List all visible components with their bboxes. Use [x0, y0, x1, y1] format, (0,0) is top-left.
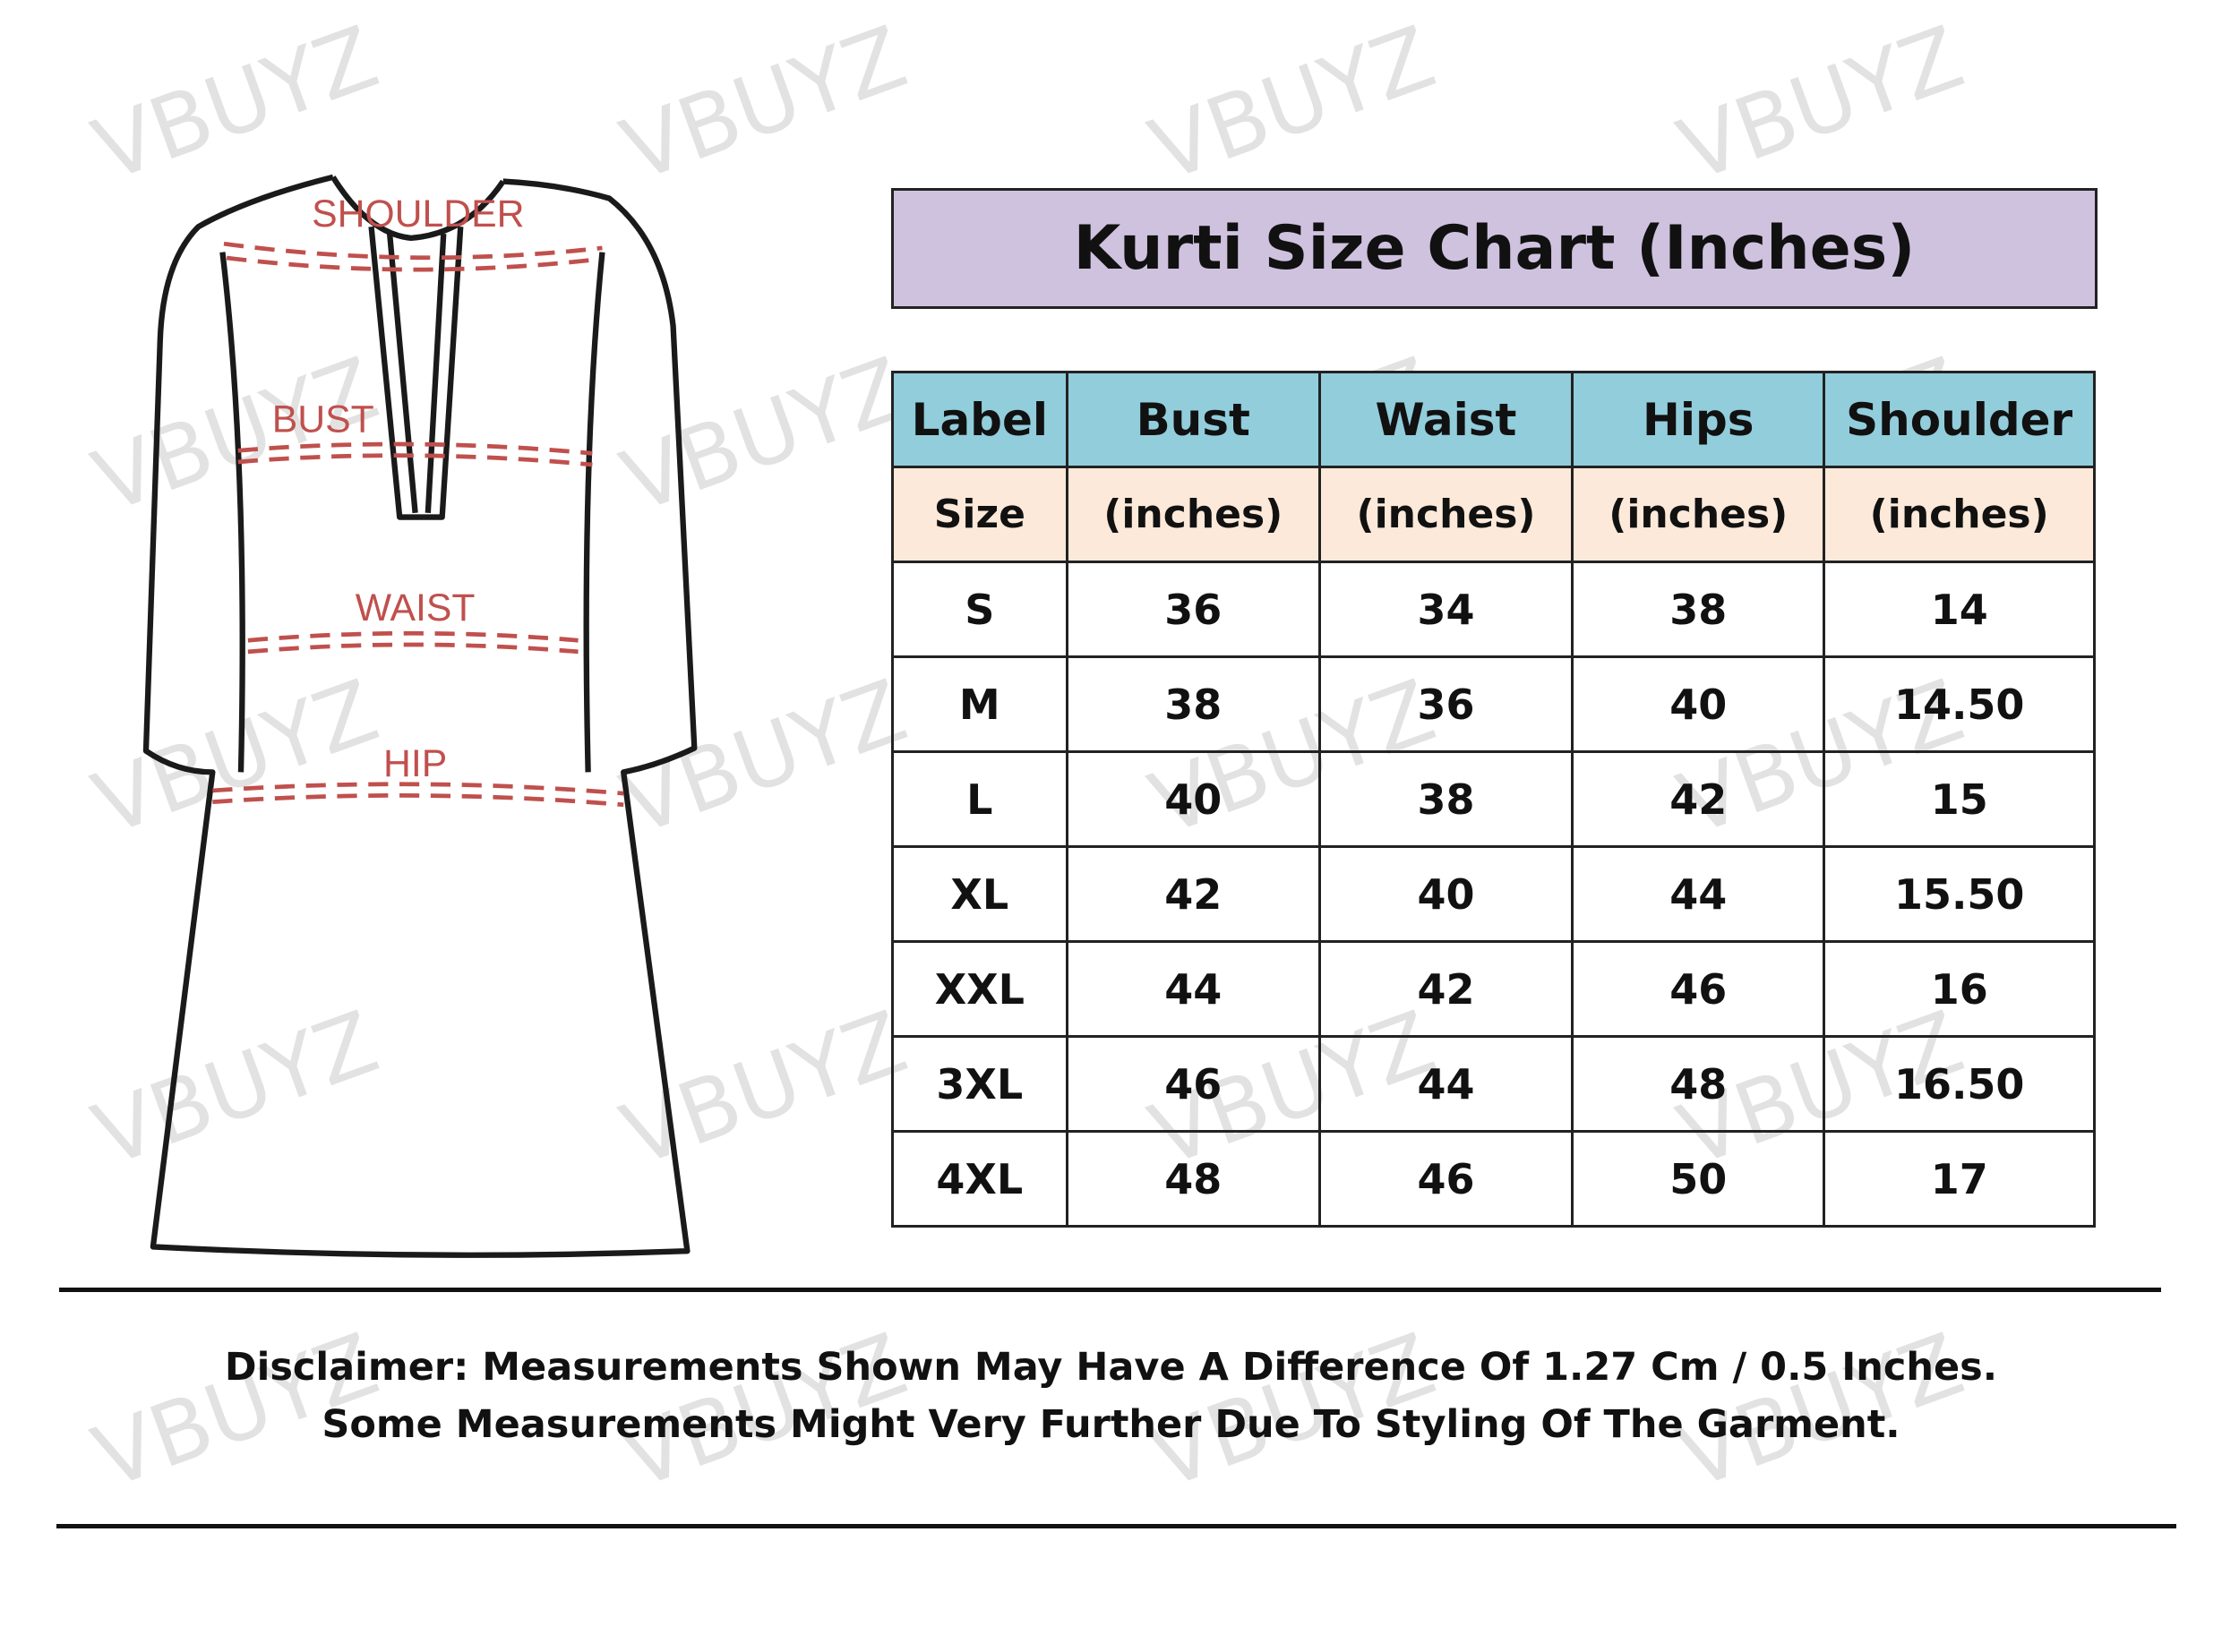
waist-line: [247, 630, 579, 655]
header-shoulder: Shoulder: [1823, 371, 2096, 468]
size-label-cell: L: [891, 750, 1068, 848]
disclaimer-line-1: Disclaimer: Measurements Shown May Have …: [224, 1345, 1998, 1390]
table-row: L 40 38 42 15: [891, 750, 2096, 848]
kurti-outline: [142, 174, 698, 1258]
bust-label: BUST: [272, 398, 374, 441]
measurement-cell: 34: [1317, 561, 1574, 658]
header-hips: Hips: [1571, 371, 1826, 468]
measurement-cell: 48: [1065, 1130, 1321, 1228]
subheader-cell: (inches): [1065, 466, 1321, 563]
measurement-cell: 46: [1571, 940, 1826, 1038]
table-row: XXL 44 42 46 16: [891, 940, 2096, 1038]
measurement-cell: 14: [1823, 561, 2096, 658]
measurement-cell: 15.50: [1823, 845, 2096, 943]
table-row: M 38 36 40 14.50: [891, 655, 2096, 753]
measurement-cell: 50: [1571, 1130, 1826, 1228]
shoulder-line: [223, 241, 603, 272]
placket: [368, 226, 464, 520]
measurement-cell: 40: [1065, 750, 1321, 848]
bust-line: [237, 441, 593, 467]
table-row: S 36 34 38 14: [891, 561, 2096, 658]
measurement-cell: 40: [1317, 845, 1574, 943]
divider-bottom: [56, 1524, 2176, 1528]
size-label-cell: M: [891, 655, 1068, 753]
measurement-cell: 38: [1571, 561, 1826, 658]
measurement-cell: 16: [1823, 940, 2096, 1038]
header-row: Label Bust Waist Hips Shoulder: [891, 371, 2096, 468]
measurement-cell: 44: [1317, 1035, 1574, 1133]
measurement-cell: 38: [1065, 655, 1321, 753]
table-row: 3XL 46 44 48 16.50: [891, 1035, 2096, 1133]
measurement-cell: 15: [1823, 750, 2096, 848]
subheader-cell: (inches): [1571, 466, 1826, 563]
subheader-cell: (inches): [1317, 466, 1574, 563]
size-label-cell: S: [891, 561, 1068, 658]
size-label-cell: 4XL: [891, 1130, 1068, 1228]
chart-title: Kurti Size Chart (Inches): [891, 188, 2098, 309]
shoulder-label: SHOULDER: [312, 193, 524, 235]
measurement-cell: 14.50: [1823, 655, 2096, 753]
size-label-cell: XXL: [891, 940, 1068, 1038]
subheader-cell: (inches): [1823, 466, 2096, 563]
subheader-cell: Size: [891, 466, 1068, 563]
table-row: XL 42 40 44 15.50: [891, 845, 2096, 943]
measurement-cell: 17: [1823, 1130, 2096, 1228]
measurement-cell: 36: [1065, 561, 1321, 658]
left-armhole: [219, 252, 245, 773]
size-label-cell: 3XL: [891, 1035, 1068, 1133]
measurement-cell: 42: [1571, 750, 1826, 848]
header-waist: Waist: [1317, 371, 1574, 468]
measurement-cell: 44: [1571, 845, 1826, 943]
neckline: [330, 175, 506, 242]
size-table: Label Bust Waist Hips Shoulder Size (inc…: [891, 371, 2096, 1228]
measurement-cell: 38: [1317, 750, 1574, 848]
right-armhole: [583, 252, 605, 773]
header-bust: Bust: [1065, 371, 1321, 468]
divider-top: [59, 1288, 2161, 1292]
header-label: Label: [891, 371, 1068, 468]
hip-line: [212, 782, 624, 808]
measurement-cell: 40: [1571, 655, 1826, 753]
measurement-cell: 42: [1065, 845, 1321, 943]
size-label-cell: XL: [891, 845, 1068, 943]
measurement-cell: 48: [1571, 1035, 1826, 1133]
measurement-cell: 36: [1317, 655, 1574, 753]
subheader-row: Size (inches) (inches) (inches) (inches): [891, 466, 2096, 563]
measurement-cell: 46: [1317, 1130, 1574, 1228]
table-row: 4XL 48 46 50 17: [891, 1130, 2096, 1228]
disclaimer-line-2: Some Measurements Might Very Further Due…: [322, 1402, 1900, 1447]
measurement-cell: 44: [1065, 940, 1321, 1038]
measurement-cell: 16.50: [1823, 1035, 2096, 1133]
hip-label: HIP: [383, 742, 447, 785]
measurement-cell: 42: [1317, 940, 1574, 1038]
waist-label: WAIST: [356, 586, 476, 629]
measurement-cell: 46: [1065, 1035, 1321, 1133]
